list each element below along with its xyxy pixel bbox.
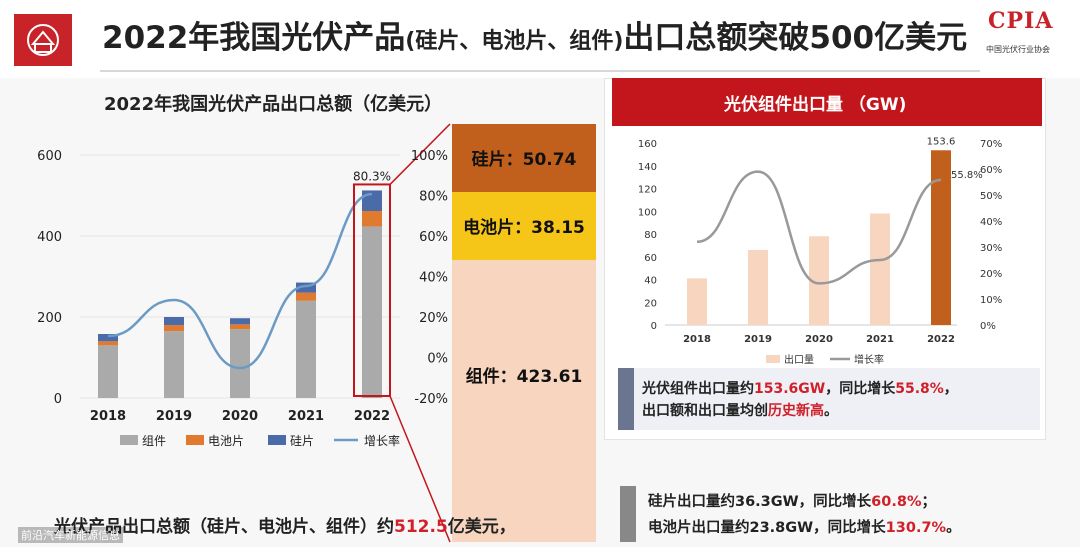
y-tick-label: 60 <box>644 253 657 264</box>
bar-segment <box>362 210 382 227</box>
note-accent-bar <box>618 368 634 430</box>
title-divider <box>100 70 980 72</box>
y2-tick-label: 0% <box>980 321 996 332</box>
y-tick-label: 200 <box>37 311 62 326</box>
bar <box>687 278 707 325</box>
growth-rate-line <box>696 170 942 285</box>
connector-line <box>389 123 451 185</box>
y-tick-label: 400 <box>37 230 62 245</box>
data-label: 153.6 <box>927 136 956 147</box>
secondary-axis-tick: 0% <box>427 352 448 367</box>
y-tick-label: 100 <box>638 207 657 218</box>
bar-segment <box>296 282 316 293</box>
bar-segment <box>164 331 184 398</box>
x-tick-label: 2020 <box>222 409 258 424</box>
secondary-axis-tick: 20% <box>419 311 448 326</box>
y-tick-label: 120 <box>638 185 657 196</box>
bar <box>809 236 829 325</box>
legend-swatch <box>766 355 780 363</box>
y2-tick-label: 20% <box>980 269 1002 280</box>
note-module-export: 光伏组件出口量约153.6GW，同比增长55.8%， 出口额和出口量均创历史新高… <box>618 368 1040 430</box>
legend-label: 增长率 <box>364 433 400 448</box>
bar-segment <box>230 324 250 330</box>
breakdown-label: 硅片：50.74 <box>472 149 577 170</box>
bar-segment <box>296 292 316 301</box>
x-tick-label: 2020 <box>805 334 833 345</box>
y2-tick-label: 30% <box>980 243 1002 254</box>
legend-swatch <box>120 435 138 445</box>
bar-segment <box>98 334 118 342</box>
breakdown-label: 电池片：38.15 <box>463 217 585 238</box>
bar <box>870 213 890 325</box>
logo-box <box>14 14 72 66</box>
annotation-label: 80.3% <box>353 169 391 183</box>
total-export-summary: 光伏产品出口总额（硅片、电池片、组件）约512.5亿美元， <box>54 517 516 537</box>
bar-segment <box>98 341 118 346</box>
x-tick-label: 2022 <box>354 409 390 424</box>
breakdown-segment <box>452 260 596 542</box>
data-label: 55.8% <box>951 170 983 181</box>
secondary-axis-tick: 60% <box>419 230 448 245</box>
y2-tick-label: 70% <box>980 139 1002 150</box>
x-tick-label: 2019 <box>744 334 772 345</box>
watermark: 前沿汽车新能源信息 <box>18 527 123 543</box>
y-tick-label: 0 <box>54 392 62 407</box>
highlight-box <box>353 183 391 397</box>
x-tick-label: 2018 <box>683 334 711 345</box>
bar-segment <box>230 318 250 325</box>
bar-segment <box>230 329 250 398</box>
building-icon <box>27 24 59 56</box>
secondary-axis-tick: 80% <box>419 190 448 205</box>
secondary-axis-tick: 100% <box>411 149 448 164</box>
legend-swatch <box>186 435 204 445</box>
x-tick-label: 2018 <box>90 409 126 424</box>
y2-tick-label: 10% <box>980 295 1002 306</box>
bar-segment <box>164 317 184 326</box>
breakdown-segment <box>452 192 596 260</box>
legend-label: 组件 <box>142 434 166 448</box>
x-tick-label: 2022 <box>927 334 955 345</box>
note-accent-bar <box>620 486 636 542</box>
legend-label: 出口量 <box>784 353 814 366</box>
y2-tick-label: 50% <box>980 191 1002 202</box>
y-tick-label: 600 <box>37 149 62 164</box>
note-text: 硅片出口量约36.3GW，同比增长60.8%； 电池片出口量约23.8GW，同比… <box>648 494 961 536</box>
y-tick-label: 40 <box>644 276 657 287</box>
right-chart-header: 光伏组件出口量 （GW) <box>612 78 1042 126</box>
y2-tick-label: 60% <box>980 165 1002 176</box>
left-chart-title: 2022年我国光伏产品出口总额（亿美元） <box>104 94 443 115</box>
bar <box>931 150 951 325</box>
bar-segment <box>98 345 118 398</box>
y-tick-label: 0 <box>651 321 657 332</box>
legend-label: 增长率 <box>854 353 884 366</box>
legend-label: 硅片 <box>290 434 314 448</box>
growth-rate-line <box>107 192 373 370</box>
x-tick-label: 2021 <box>866 334 894 345</box>
x-tick-label: 2021 <box>288 409 324 424</box>
bar <box>748 249 768 325</box>
legend-swatch <box>268 435 286 445</box>
top-bar <box>0 0 1080 78</box>
y-tick-label: 140 <box>638 162 657 173</box>
y-tick-label: 160 <box>638 139 657 150</box>
y2-tick-label: 40% <box>980 217 1002 228</box>
cpia-logo: CPIA <box>988 8 1054 34</box>
page-title: 2022年我国光伏产品(硅片、电池片、组件)出口总额突破500亿美元 <box>102 20 968 56</box>
bar-segment <box>296 300 316 398</box>
right-chart-title: 光伏组件出口量 （GW) <box>724 95 907 115</box>
bar-segment <box>164 325 184 332</box>
y-tick-label: 80 <box>644 230 657 241</box>
note-text: 光伏组件出口量约153.6GW，同比增长55.8%， 出口额和出口量均创历史新高… <box>642 381 958 419</box>
breakdown-label: 组件：423.61 <box>466 366 583 387</box>
secondary-axis-tick: -20% <box>414 392 448 407</box>
secondary-axis-tick: 40% <box>419 271 448 286</box>
bar-segment <box>362 226 382 398</box>
breakdown-segment <box>452 124 596 192</box>
connector-line <box>389 395 451 543</box>
legend-label: 电池片 <box>208 434 244 448</box>
cpia-logo-subtitle: 中国光伏行业协会 <box>986 45 1050 54</box>
y-tick-label: 20 <box>644 298 657 309</box>
x-tick-label: 2019 <box>156 409 192 424</box>
